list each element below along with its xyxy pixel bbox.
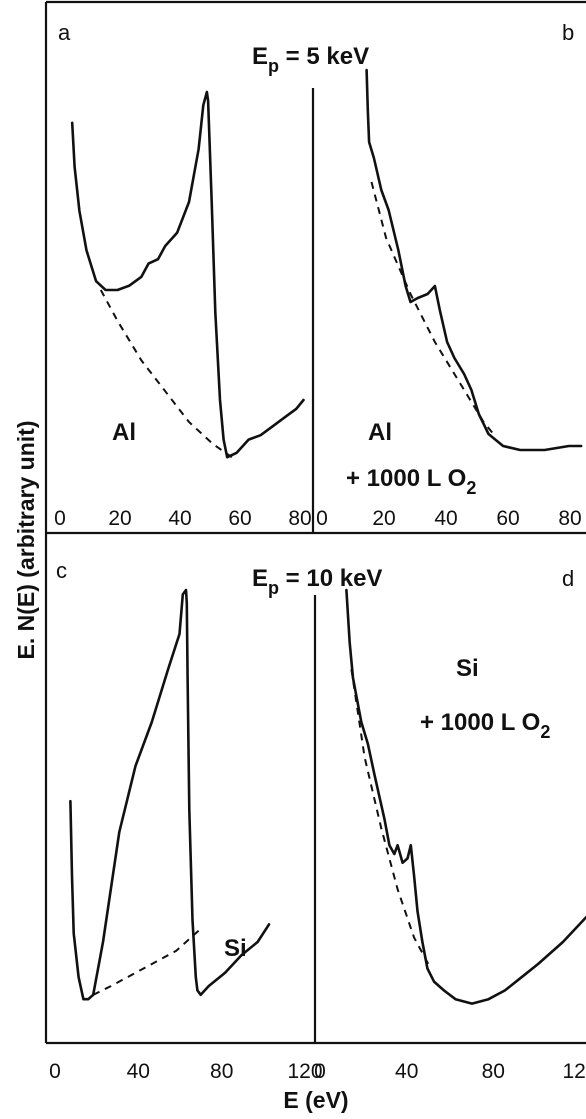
panel-b-background-dashed-line xyxy=(370,181,495,435)
panel-a-tick-label: 0 xyxy=(54,507,66,530)
panel-d-tick-label: 120 xyxy=(562,1060,586,1083)
panel-b-tick-label: 80 xyxy=(558,507,581,530)
panel-d-tick-label: 80 xyxy=(482,1060,505,1083)
panel-a-tick-label: 60 xyxy=(228,507,251,530)
panel-c-tick-label: 80 xyxy=(210,1060,233,1083)
panel-c-tick-label: 40 xyxy=(127,1060,150,1083)
panel-a-tick-label: 40 xyxy=(168,507,191,530)
y-axis-title: E. N(E) (arbitrary unit) xyxy=(13,421,39,660)
energy-label-bottom: Ep = 10 keV xyxy=(252,565,382,598)
panel-letter-c: c xyxy=(56,558,67,583)
panel-b-tick-label: 60 xyxy=(496,507,519,530)
panel-a-background-dashed-line xyxy=(99,289,233,459)
panel-letter-d: d xyxy=(562,566,574,591)
energy-label-top: Ep = 5 keV xyxy=(252,43,369,76)
panel-d-tick-label: 40 xyxy=(395,1060,418,1083)
panel-b-tick-label: 20 xyxy=(372,507,395,530)
panel-c-tick-label: 120 xyxy=(287,1060,322,1083)
panel-d-tick-label: 0 xyxy=(314,1060,326,1083)
sample-label-b: Al xyxy=(368,419,392,446)
panel-frames xyxy=(44,0,586,1045)
x-axis-title: E (eV) xyxy=(283,1087,348,1113)
panel-c-background-dashed-line xyxy=(92,928,202,996)
annotation-d: + 1000 L O2 xyxy=(420,709,550,742)
panel-c-spectrum-line xyxy=(69,588,271,1001)
panel-c-tick-label: 0 xyxy=(49,1060,61,1083)
panel-letter-b: b xyxy=(562,20,574,45)
sample-label-c: Si xyxy=(224,935,247,962)
panel-letter-a: a xyxy=(58,20,71,45)
plot-layer: 0204060800204060800408012004080120 xyxy=(49,68,586,1083)
panel-a-tick-label: 80 xyxy=(288,507,311,530)
panel-a-spectrum-line xyxy=(70,90,305,459)
panel-a-tick-label: 20 xyxy=(108,507,131,530)
panel-b-tick-label: 40 xyxy=(434,507,457,530)
annotation-b: + 1000 L O2 xyxy=(346,465,476,498)
panel-b-tick-label: 0 xyxy=(316,507,328,530)
sample-label-a: Al xyxy=(112,419,136,446)
panel-b-spectrum-line xyxy=(365,68,583,452)
panel-d-spectrum-line xyxy=(345,588,586,1005)
sample-label-d: Si xyxy=(456,655,479,682)
